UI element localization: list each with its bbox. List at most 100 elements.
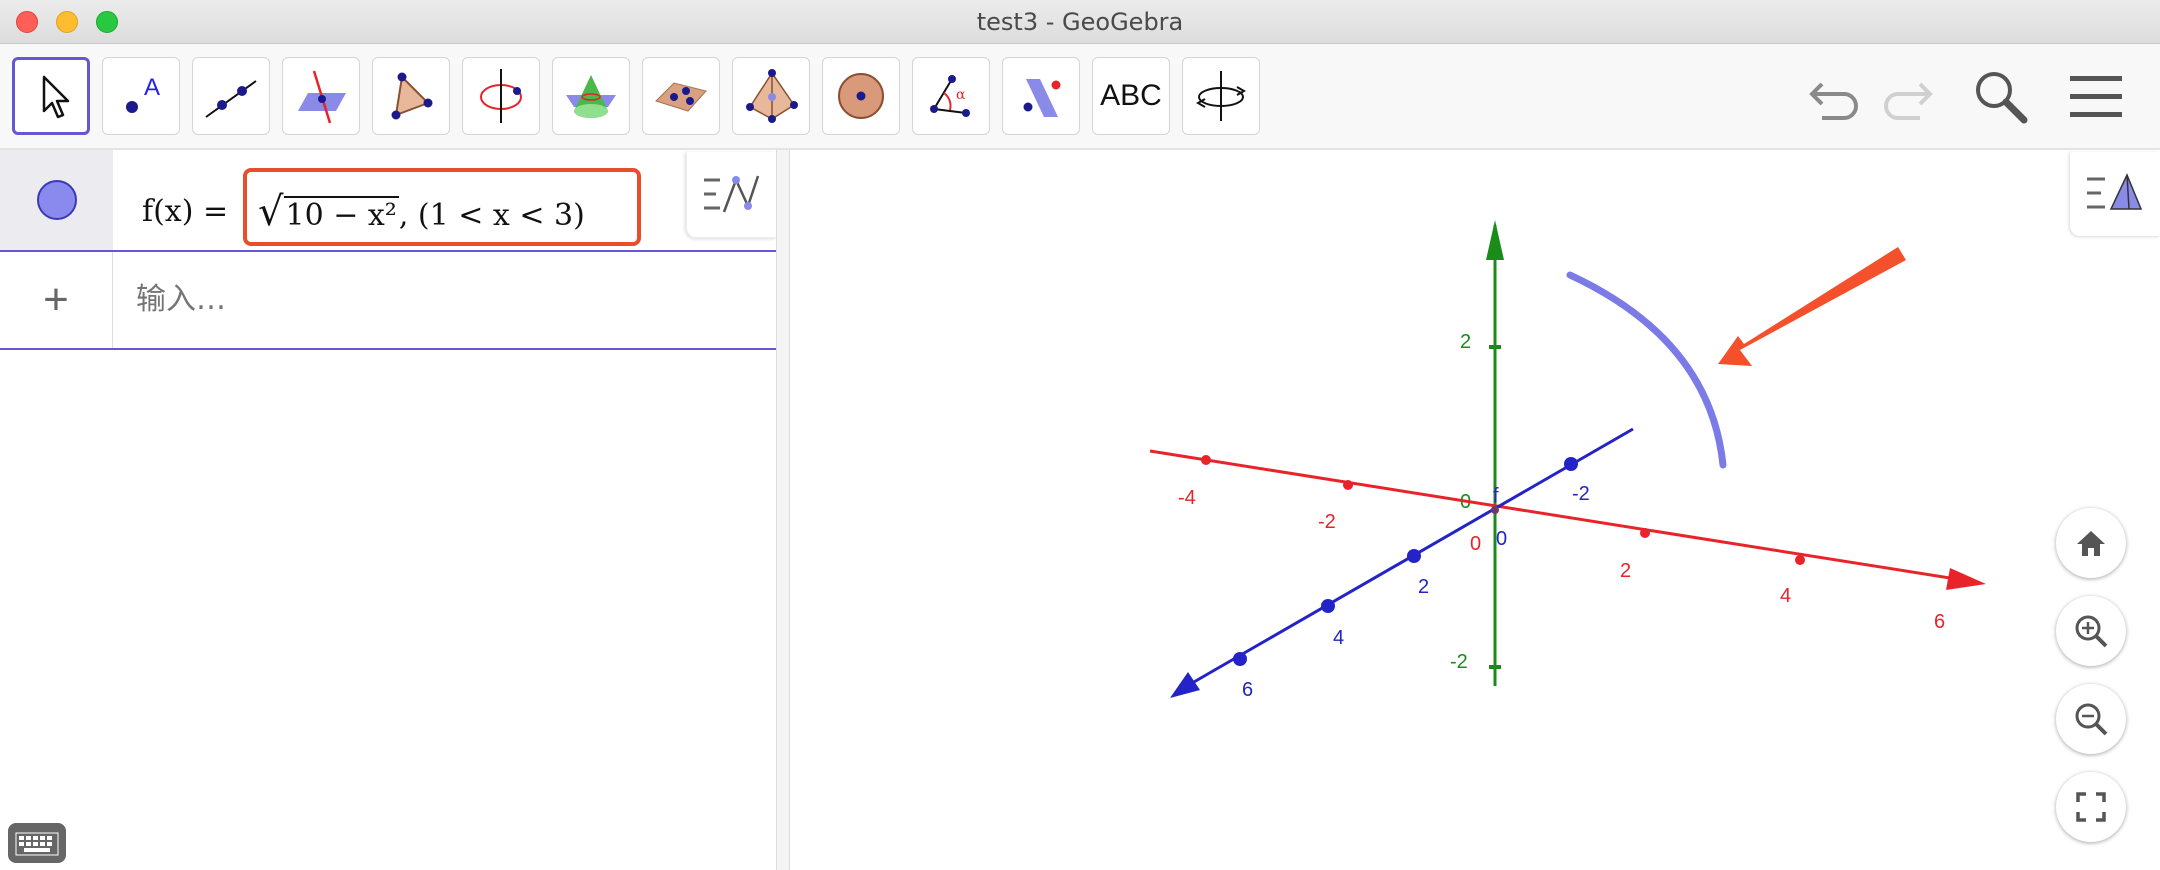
cone-icon (566, 75, 616, 118)
minimize-window-button[interactable] (56, 11, 78, 33)
curve-f[interactable] (1566, 271, 1727, 469)
undo-button[interactable] (1802, 64, 1866, 128)
x-axis-arrowhead (1946, 568, 1986, 590)
add-item-button[interactable]: + (0, 252, 113, 348)
move-tool-button[interactable] (12, 57, 90, 135)
window-title: test3 - GeoGebra (976, 8, 1184, 36)
y-axis-label: 6 (1242, 679, 1253, 701)
zoom-out-button[interactable] (2056, 684, 2126, 754)
highlight-box (243, 168, 641, 246)
annotation-arrow (1718, 247, 1906, 366)
visibility-toggle[interactable] (0, 150, 113, 250)
svg-text:A: A (144, 74, 160, 101)
svg-text:α: α (956, 87, 966, 103)
x-tick (1201, 455, 1211, 465)
x-tick (1640, 528, 1650, 538)
sphere-icon (838, 73, 884, 119)
close-window-button[interactable] (16, 11, 38, 33)
x-axis-label: 0 (1470, 533, 1481, 555)
rotate-view-tool-button[interactable] (1182, 57, 1260, 135)
zoom-in-icon (2075, 615, 2108, 648)
z-axis-arrowhead (1486, 220, 1504, 260)
panel-divider[interactable] (776, 150, 790, 870)
y-axis-label: 2 (1418, 576, 1429, 598)
y-axis-arrowhead (1170, 672, 1200, 698)
zoom-in-button[interactable] (2056, 596, 2126, 666)
circle-around-axis-icon (480, 69, 522, 123)
triangle-icon (391, 72, 433, 120)
title-bar: test3 - GeoGebra (0, 0, 2160, 44)
graphics-canvas[interactable]: 2 0 -2 -4 -2 0 2 4 6 -2 0 2 (790, 150, 2160, 870)
x-axis (1149, 449, 1976, 584)
x-axis-label: -4 (1178, 487, 1196, 509)
reflect-tool-button[interactable] (1002, 57, 1080, 135)
angle-icon: α (930, 75, 970, 117)
algebra-view: f(x) = √10 − x², (1 < x < 3) + (0, 150, 776, 870)
standard-view-button[interactable] (2056, 508, 2126, 578)
circle-axis-tool-button[interactable] (462, 57, 540, 135)
rotate-view-icon (1195, 71, 1247, 121)
plane-tool-button[interactable] (642, 57, 720, 135)
x-axis-label: -2 (1318, 511, 1336, 533)
origin-point (1491, 506, 1499, 514)
zoom-out-icon (2075, 703, 2108, 736)
visibility-marble-icon (36, 180, 77, 220)
sqrt-argument: 10 − x² (283, 196, 399, 233)
algebra-input[interactable] (136, 252, 736, 348)
maximize-window-button[interactable] (96, 11, 118, 33)
x-tick (1343, 480, 1353, 490)
y-axis-label: 0 (1496, 528, 1507, 550)
x-axis-label: 6 (1934, 611, 1945, 633)
graphics-3d-view[interactable]: 2 0 -2 -4 -2 0 2 4 6 -2 0 2 (790, 150, 2160, 870)
y-tick (1321, 599, 1335, 613)
sqrt-icon: √ (258, 189, 284, 235)
home-icon (2077, 531, 2105, 556)
y-tick (1407, 549, 1421, 563)
text-tool-button[interactable]: ABC (1092, 57, 1170, 135)
expression-condition: , (1 < x < 3) (398, 198, 585, 233)
algebra-style-bar-button[interactable] (686, 152, 776, 238)
keyboard-button[interactable] (8, 823, 66, 863)
main-menu-button[interactable] (2064, 64, 2128, 128)
intersect-tool-button[interactable] (282, 57, 360, 135)
expression-definition[interactable]: √10 − x², (1 < x < 3) (258, 150, 585, 250)
x-tick (1795, 555, 1805, 565)
line-through-points-icon (205, 80, 257, 118)
x-axis-label: 2 (1620, 560, 1631, 582)
menu-icon (2070, 76, 2122, 117)
algebra-input-row: + (0, 252, 776, 350)
point-icon: A (126, 74, 160, 113)
z-axis-label: 2 (1460, 331, 1471, 353)
y-axis-label: -2 (1572, 483, 1590, 505)
text-icon: ABC (1100, 79, 1162, 112)
search-icon (1976, 72, 2028, 124)
fullscreen-icon (2076, 792, 2106, 822)
undo-icon (1809, 82, 1858, 120)
line-tool-button[interactable] (192, 57, 270, 135)
fullscreen-button[interactable] (2056, 772, 2126, 842)
polygon-tool-button[interactable] (372, 57, 450, 135)
plane-line-intersect-icon (298, 70, 346, 124)
cone-tool-button[interactable] (552, 57, 630, 135)
pyramid-tool-button[interactable] (732, 57, 810, 135)
curve-label: f (1493, 485, 1499, 507)
style-bar-pyramid-icon (2087, 173, 2143, 210)
pointer-arrow-icon (42, 75, 70, 119)
sphere-tool-button[interactable] (822, 57, 900, 135)
keyboard-icon (15, 832, 59, 856)
redo-icon (1884, 82, 1933, 120)
redo-button[interactable] (1876, 64, 1940, 128)
y-tick (1233, 652, 1247, 666)
point-tool-button[interactable]: A (102, 57, 180, 135)
algebra-row-f[interactable]: f(x) = √10 − x², (1 < x < 3) (0, 150, 776, 252)
y-tick (1564, 457, 1578, 471)
expression-lhs: f(x) = (142, 194, 229, 229)
z-axis-label: -2 (1450, 651, 1468, 673)
reflect-about-plane-icon (1023, 79, 1061, 117)
algebra-graph-toggle-icon (703, 175, 759, 212)
angle-tool-button[interactable]: α (912, 57, 990, 135)
x-axis-label: 4 (1780, 585, 1791, 607)
search-button[interactable] (1968, 64, 2032, 128)
graphics-style-bar-button[interactable] (2070, 152, 2160, 236)
